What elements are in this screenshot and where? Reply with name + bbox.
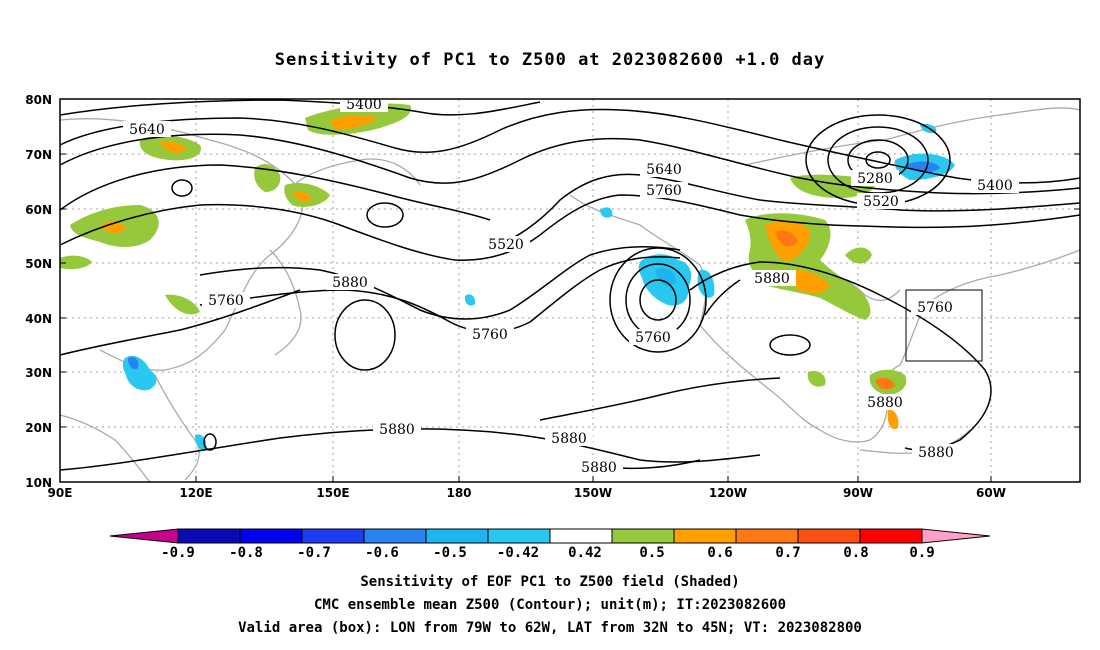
contour-label: 5880 (918, 445, 954, 461)
contour-label: 5880 (581, 460, 617, 476)
colorbar-segment (425, 528, 489, 544)
lon-label: 150E (316, 486, 349, 500)
contour-label: 5880 (379, 422, 415, 438)
contour-label: 5400 (977, 178, 1013, 194)
colorbar-label: -0.5 (433, 545, 467, 561)
lat-label: 80N (25, 93, 52, 107)
contour-label: 5400 (346, 97, 382, 113)
colorbar-segment (177, 528, 241, 544)
contour-label: 5640 (129, 122, 165, 138)
contour-label: 5880 (867, 395, 903, 411)
chart-title: Sensitivity of PC1 to Z500 at 2023082600… (274, 50, 826, 70)
contour-label: 5880 (332, 275, 368, 291)
lat-label: 30N (25, 366, 52, 380)
contour-label: 5760 (208, 293, 244, 309)
lon-label: 180 (446, 486, 471, 500)
lon-label: 60W (976, 486, 1006, 500)
contour-label: 5640 (646, 162, 682, 178)
lon-label: 150W (574, 486, 612, 500)
colorbar-label: -0.9 (161, 545, 195, 561)
colorbar-labels: -0.9 -0.8 -0.7 -0.6 -0.5 -0.42 0.42 0.5 … (161, 545, 935, 561)
contour-label: 5760 (917, 300, 953, 316)
colorbar (109, 528, 991, 544)
lon-label: 120W (709, 486, 747, 500)
contour-label: 5280 (857, 171, 893, 187)
contour-label: 5760 (635, 330, 671, 346)
lon-label: 120E (179, 486, 212, 500)
colorbar-label: -0.8 (229, 545, 263, 561)
colorbar-extend-high (921, 528, 991, 544)
colorbar-segment (611, 528, 675, 544)
contour-label: 5520 (863, 194, 899, 210)
contour-label: 5880 (754, 271, 790, 287)
colorbar-segment (549, 528, 613, 544)
colorbar-label: 0.8 (843, 545, 868, 561)
contour-label: 5880 (551, 431, 587, 447)
contour-label: 5760 (472, 327, 508, 343)
valid-area-box (905, 289, 983, 362)
colorbar-label: -0.6 (365, 545, 399, 561)
colorbar-label: 0.9 (909, 545, 934, 561)
lat-label: 40N (25, 312, 52, 326)
colorbar-segment (797, 528, 861, 544)
colorbar-segment (239, 528, 303, 544)
colorbar-segment (859, 528, 923, 544)
lat-label: 50N (25, 257, 52, 271)
colorbar-segment (363, 528, 427, 544)
axis-ticks (60, 98, 1080, 483)
caption-shading: Sensitivity of EOF PC1 to Z500 field (Sh… (360, 574, 740, 590)
lon-label: 90W (843, 486, 873, 500)
lat-label: 60N (25, 203, 52, 217)
lat-label: 20N (25, 421, 52, 435)
longitude-labels: 90E 120E 150E 180 150W 120W 90W 60W (48, 486, 1006, 500)
colorbar-segment (673, 528, 737, 544)
colorbar-extend-low (109, 528, 179, 544)
lat-label: 70N (25, 148, 52, 162)
map-gridlines (60, 99, 1080, 482)
colorbar-label: 0.42 (568, 545, 602, 561)
contour-label: 5760 (646, 183, 682, 199)
colorbar-segment (735, 528, 799, 544)
caption-valid-area: Valid area (box): LON from 79W to 62W, L… (238, 620, 862, 636)
caption-contour: CMC ensemble mean Z500 (Contour); unit(m… (313, 597, 786, 613)
colorbar-label: -0.7 (297, 545, 331, 561)
map-frame (59, 98, 1081, 483)
lon-label: 90E (48, 486, 73, 500)
colorbar-label: -0.42 (497, 545, 539, 561)
colorbar-segment (487, 528, 551, 544)
contour-label: 5520 (488, 237, 524, 253)
colorbar-label: 0.7 (775, 545, 800, 561)
colorbar-label: 0.6 (707, 545, 732, 561)
lat-label: 10N (25, 476, 52, 490)
colorbar-segment (301, 528, 365, 544)
latitude-labels: 80N 70N 60N 50N 40N 30N 20N 10N (25, 93, 52, 490)
colorbar-label: 0.5 (639, 545, 664, 561)
contour-labels: 5400 5640 5640 5760 5520 5880 5760 5760 … (123, 96, 1019, 476)
